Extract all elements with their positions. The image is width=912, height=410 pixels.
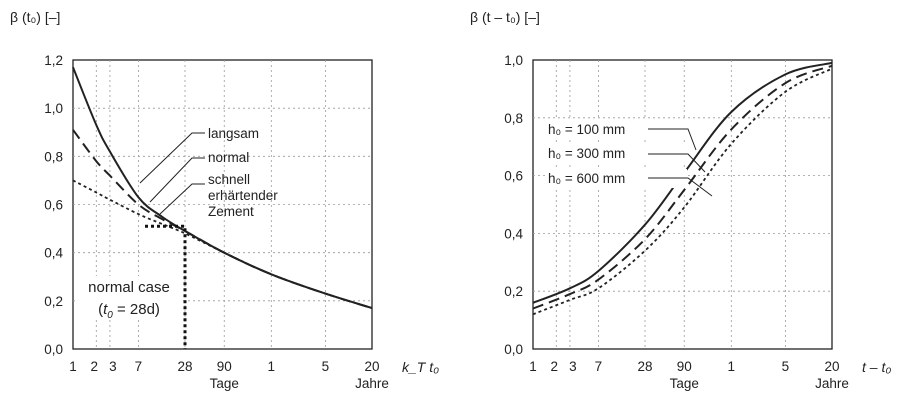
series-line: [532, 64, 833, 310]
plot-frame: [532, 59, 833, 350]
legend-label-h0: h₀ = 300 mm: [548, 146, 625, 161]
y-axis-title: β (t₀) [–]: [10, 9, 60, 25]
legend-label-schnell-1: schnell: [208, 172, 250, 187]
annotation-line-2: (t0 = 28d): [98, 301, 160, 321]
series-line: [532, 67, 833, 316]
series-line: [72, 179, 373, 309]
x-tick-label: 2: [91, 359, 99, 374]
x-tick-label: 7: [135, 359, 143, 374]
legend-bg: [545, 144, 687, 163]
leader-line-600: [648, 177, 713, 197]
x-axis-label: k_T t₀: [402, 359, 439, 375]
x-tick-label: 28: [177, 359, 192, 374]
normal-case-marker: [145, 224, 187, 349]
x-tick-label: 90: [217, 359, 232, 374]
x-unit-label-years: Jahre: [355, 376, 389, 391]
annotation-line-1: normal case: [88, 279, 170, 296]
x-tick-label: 7: [595, 359, 603, 374]
legend-label-h0: h₀ = 600 mm: [548, 171, 625, 186]
y-tick-label: 0,2: [504, 284, 523, 299]
x-unit-label-years: Jahre: [815, 376, 849, 391]
legend-label-normal: normal: [208, 150, 249, 165]
legend-label-h0: h₀ = 100 mm: [548, 122, 625, 137]
y-tick-label: 1,0: [504, 53, 523, 68]
leader-line-100: [648, 128, 697, 151]
leader-line-schnell: [159, 183, 205, 215]
y-tick-label: 1,2: [44, 53, 63, 68]
y-tick-label: 0,0: [504, 342, 523, 357]
x-tick-label: 1: [529, 359, 537, 374]
x-unit-label-days: Tage: [210, 376, 239, 391]
x-tick-label: 3: [109, 359, 117, 374]
x-tick-label: 20: [824, 359, 839, 374]
x-unit-label-days: Tage: [670, 376, 699, 391]
y-tick-label: 0,2: [44, 294, 63, 309]
x-tick-label: 2: [551, 359, 559, 374]
leader-line-langsam: [139, 132, 205, 184]
series-line: [532, 61, 833, 304]
x-tick-label: 1: [268, 359, 276, 374]
x-tick-label: 5: [322, 359, 330, 374]
x-tick-label: 28: [637, 359, 652, 374]
y-tick-label: 1,0: [44, 101, 63, 116]
legend-bg: [545, 120, 687, 139]
y-axis-title: β (t – t₀) [–]: [470, 9, 540, 25]
x-tick-label: 1: [728, 359, 736, 374]
x-tick-label: 90: [677, 359, 692, 374]
legend-label-schnell-2: erhärtender: [208, 188, 278, 203]
y-tick-label: 0,6: [44, 198, 63, 213]
leader-line-normal: [149, 157, 205, 203]
x-tick-label: 1: [69, 359, 77, 374]
x-tick-label: 5: [782, 359, 790, 374]
y-tick-label: 0,6: [504, 169, 523, 184]
y-tick-label: 0,0: [44, 342, 63, 357]
legend-label-langsam: langsam: [208, 126, 259, 141]
x-axis-label: t – t₀: [862, 359, 891, 375]
x-tick-label: 3: [569, 359, 577, 374]
legend-bg: [545, 169, 687, 188]
y-tick-label: 0,8: [44, 149, 63, 164]
x-tick-label: 20: [364, 359, 379, 374]
annotation-box: [78, 276, 181, 320]
y-tick-label: 0,4: [504, 226, 523, 241]
leader-line-300: [648, 153, 706, 173]
y-tick-label: 0,8: [504, 111, 523, 126]
legend-label-schnell-3: Zement: [208, 204, 254, 219]
y-tick-label: 0,4: [44, 246, 63, 261]
